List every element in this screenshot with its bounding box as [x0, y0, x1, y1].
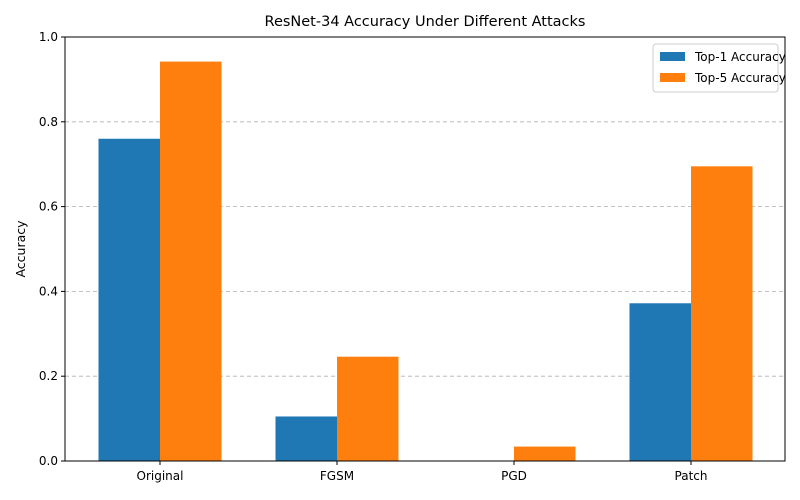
y-axis-ticks: 0.0 0.2 0.4 0.6 0.8 1.0 [39, 30, 65, 468]
x-tick-label: Patch [675, 469, 708, 483]
bar-fgsm-top1 [275, 416, 337, 461]
chart-title: ResNet-34 Accuracy Under Different Attac… [265, 14, 586, 30]
y-tick-label: 1.0 [39, 30, 58, 44]
bars [98, 61, 753, 461]
bar-patch-top5 [691, 166, 753, 461]
axes-frame [64, 36, 786, 462]
bar-patch-top1 [629, 303, 691, 461]
legend-label: Top-5 Accuracy [694, 71, 786, 85]
x-axis-ticks: Original FGSM PGD Patch [137, 461, 708, 483]
y-tick-label: 0.6 [39, 200, 58, 214]
x-tick-label: Original [137, 469, 184, 483]
y-axis-label: Accuracy [13, 220, 28, 278]
x-tick-label: FGSM [320, 469, 354, 483]
bar-pgd-top5 [514, 446, 576, 461]
bar-fgsm-top5 [337, 356, 399, 461]
y-tick-label: 0.2 [39, 369, 58, 383]
bar-original-top5 [160, 61, 222, 461]
bar-original-top1 [98, 138, 160, 461]
y-tick-label: 0.4 [39, 284, 58, 298]
legend-swatch [660, 52, 685, 61]
y-tick-label: 0.0 [39, 454, 58, 468]
y-tick-label: 0.8 [39, 115, 58, 129]
x-tick-label: PGD [501, 469, 527, 483]
legend-swatch [660, 73, 685, 82]
legend-label: Top-1 Accuracy [694, 50, 786, 64]
legend: Top-1 Accuracy Top-5 Accuracy [652, 43, 786, 93]
